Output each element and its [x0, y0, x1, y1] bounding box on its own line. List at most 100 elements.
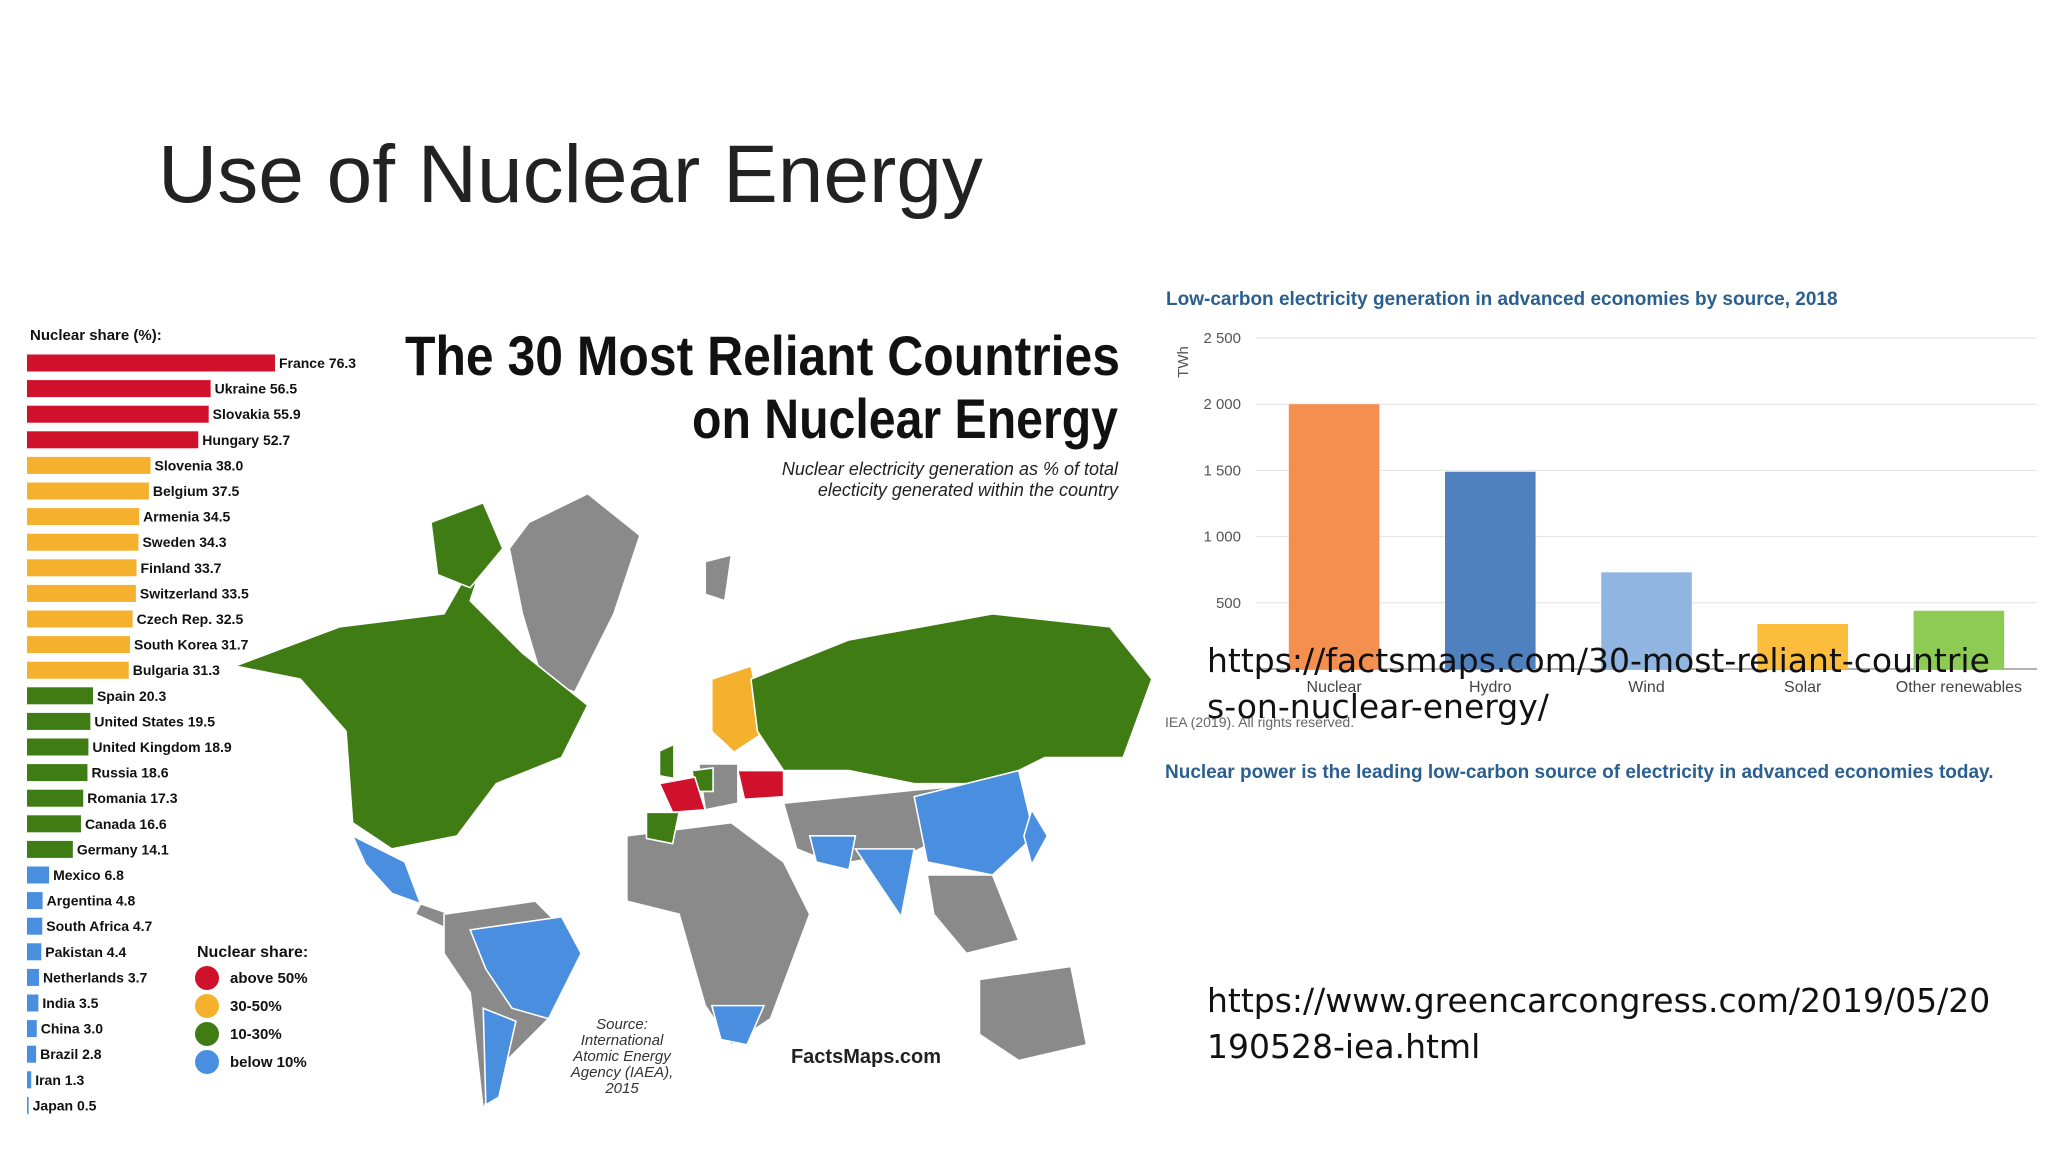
value-label: 4.8 — [116, 893, 136, 909]
country-name: Pakistan — [45, 944, 103, 960]
chart-subtitle: electicity generated within the country — [818, 480, 1119, 500]
bar — [27, 1020, 37, 1038]
value-label: 2.8 — [82, 1046, 102, 1062]
bar-label: South Africa 4.7 — [46, 918, 152, 934]
value-label: 76.3 — [329, 355, 356, 371]
bar — [27, 840, 73, 858]
value-label: 17.3 — [150, 790, 177, 806]
legend-label: 10-30% — [230, 1026, 282, 1043]
bar-label: Czech Rep. 32.5 — [137, 611, 244, 627]
bar — [27, 405, 209, 423]
country-name: United Kingdom — [92, 739, 200, 755]
y-tick-label: 1 500 — [1203, 462, 1241, 479]
value-label: 3.5 — [79, 995, 99, 1011]
bar-label: Argentina 4.8 — [47, 893, 136, 909]
bar — [27, 917, 43, 935]
bar — [27, 661, 129, 679]
x-tick-label: Other renewables — [1896, 679, 2022, 696]
value-label: 3.0 — [84, 1021, 104, 1037]
bar — [1445, 471, 1536, 669]
source: International — [581, 1032, 664, 1049]
legend-label: 30-50% — [230, 998, 282, 1015]
bar — [1288, 404, 1380, 669]
bar — [27, 789, 84, 807]
legend-swatch — [195, 1050, 219, 1074]
bar-label: Finland 33.7 — [141, 560, 222, 576]
bar — [27, 533, 139, 551]
x-tick-label: Nuclear — [1307, 679, 1363, 696]
bar-label: Iran 1.3 — [35, 1072, 84, 1088]
bar — [27, 610, 133, 628]
y-tick-label: 500 — [1216, 595, 1241, 612]
country-name: Czech Rep. — [137, 611, 212, 627]
country-name: Switzerland — [140, 585, 218, 601]
y-tick-label: 2 000 — [1203, 396, 1241, 413]
bar-label: Switzerland 33.5 — [140, 585, 249, 601]
bar — [1913, 610, 2005, 669]
bar-label: Hungary 52.7 — [202, 432, 290, 448]
bar — [27, 1096, 29, 1114]
bar-label: Ukraine 56.5 — [215, 381, 298, 397]
bar — [27, 354, 275, 372]
bar-label: Canada 16.6 — [85, 816, 167, 832]
country-name: Netherlands — [43, 969, 124, 985]
bar — [27, 968, 40, 986]
country-name: Canada — [85, 816, 136, 832]
value-label: 14.1 — [141, 841, 168, 857]
value-label: 19.5 — [188, 713, 215, 729]
bar-label: Slovakia 55.9 — [213, 406, 301, 422]
chart-title: Low-carbon electricity generation in adv… — [1166, 289, 1838, 310]
country-name: United States — [94, 713, 184, 729]
bar — [27, 431, 199, 449]
value-label: 6.8 — [104, 867, 124, 883]
country-name: Japan — [33, 1097, 73, 1113]
slide-title: Use of Nuclear Energy — [158, 129, 983, 220]
bar-label: Brazil 2.8 — [40, 1046, 102, 1062]
bar — [27, 636, 131, 654]
bar-label: Russia 18.6 — [91, 765, 168, 781]
legend-swatch — [195, 966, 219, 990]
bar-label: United Kingdom 18.9 — [92, 739, 231, 755]
country-name: Mexico — [53, 867, 100, 883]
y-tick-label: 1 000 — [1203, 529, 1241, 546]
value-label: 18.6 — [141, 765, 168, 781]
value-label: 0.5 — [77, 1097, 97, 1113]
source: 2015 — [604, 1080, 639, 1097]
bar — [27, 738, 89, 756]
country-name: South Africa — [46, 918, 129, 934]
link[interactable]: https://factsmaps.com/30-most-reliant-co… — [1207, 641, 1990, 726]
value-label: 56.5 — [270, 381, 297, 397]
country-name: Bulgaria — [133, 662, 189, 678]
chart-title: The 30 Most Reliant Countries — [405, 324, 1120, 387]
country-name: Ukraine — [215, 381, 267, 397]
bar-label: Slovenia 38.0 — [155, 457, 244, 473]
source: Atomic Energy — [572, 1048, 672, 1065]
chart-title: on Nuclear Energy — [692, 387, 1118, 450]
source: Agency (IAEA), — [570, 1064, 674, 1081]
source: Source: — [596, 1016, 648, 1033]
value-label: 38.0 — [216, 457, 243, 473]
country-name: France — [279, 355, 325, 371]
bar — [1601, 572, 1692, 669]
bar-label: Pakistan 4.4 — [45, 944, 126, 960]
value-label: 4.7 — [133, 918, 153, 934]
value-label: 16.6 — [139, 816, 166, 832]
value-label: 34.5 — [203, 509, 230, 525]
country-name: South Korea — [134, 637, 217, 653]
value-label: 55.9 — [273, 406, 300, 422]
country-name: Belgium — [153, 483, 208, 499]
country-name: Slovenia — [155, 457, 213, 473]
country-name: Armenia — [143, 509, 199, 525]
legend-label: below 10% — [230, 1054, 307, 1071]
link[interactable]: https://www.greencarcongress.com/2019/05… — [1207, 981, 1991, 1066]
x-tick-label: Solar — [1784, 679, 1822, 696]
bar-label: India 3.5 — [42, 995, 98, 1011]
bar — [27, 559, 137, 577]
bar — [27, 687, 93, 705]
bar-label: Bulgaria 31.3 — [133, 662, 220, 678]
source: IEA (2019). All rights reserved. — [1165, 714, 1354, 730]
bar — [27, 712, 91, 730]
bar-label: Japan 0.5 — [33, 1097, 97, 1113]
axis-title: Nuclear share (%): — [30, 327, 162, 344]
